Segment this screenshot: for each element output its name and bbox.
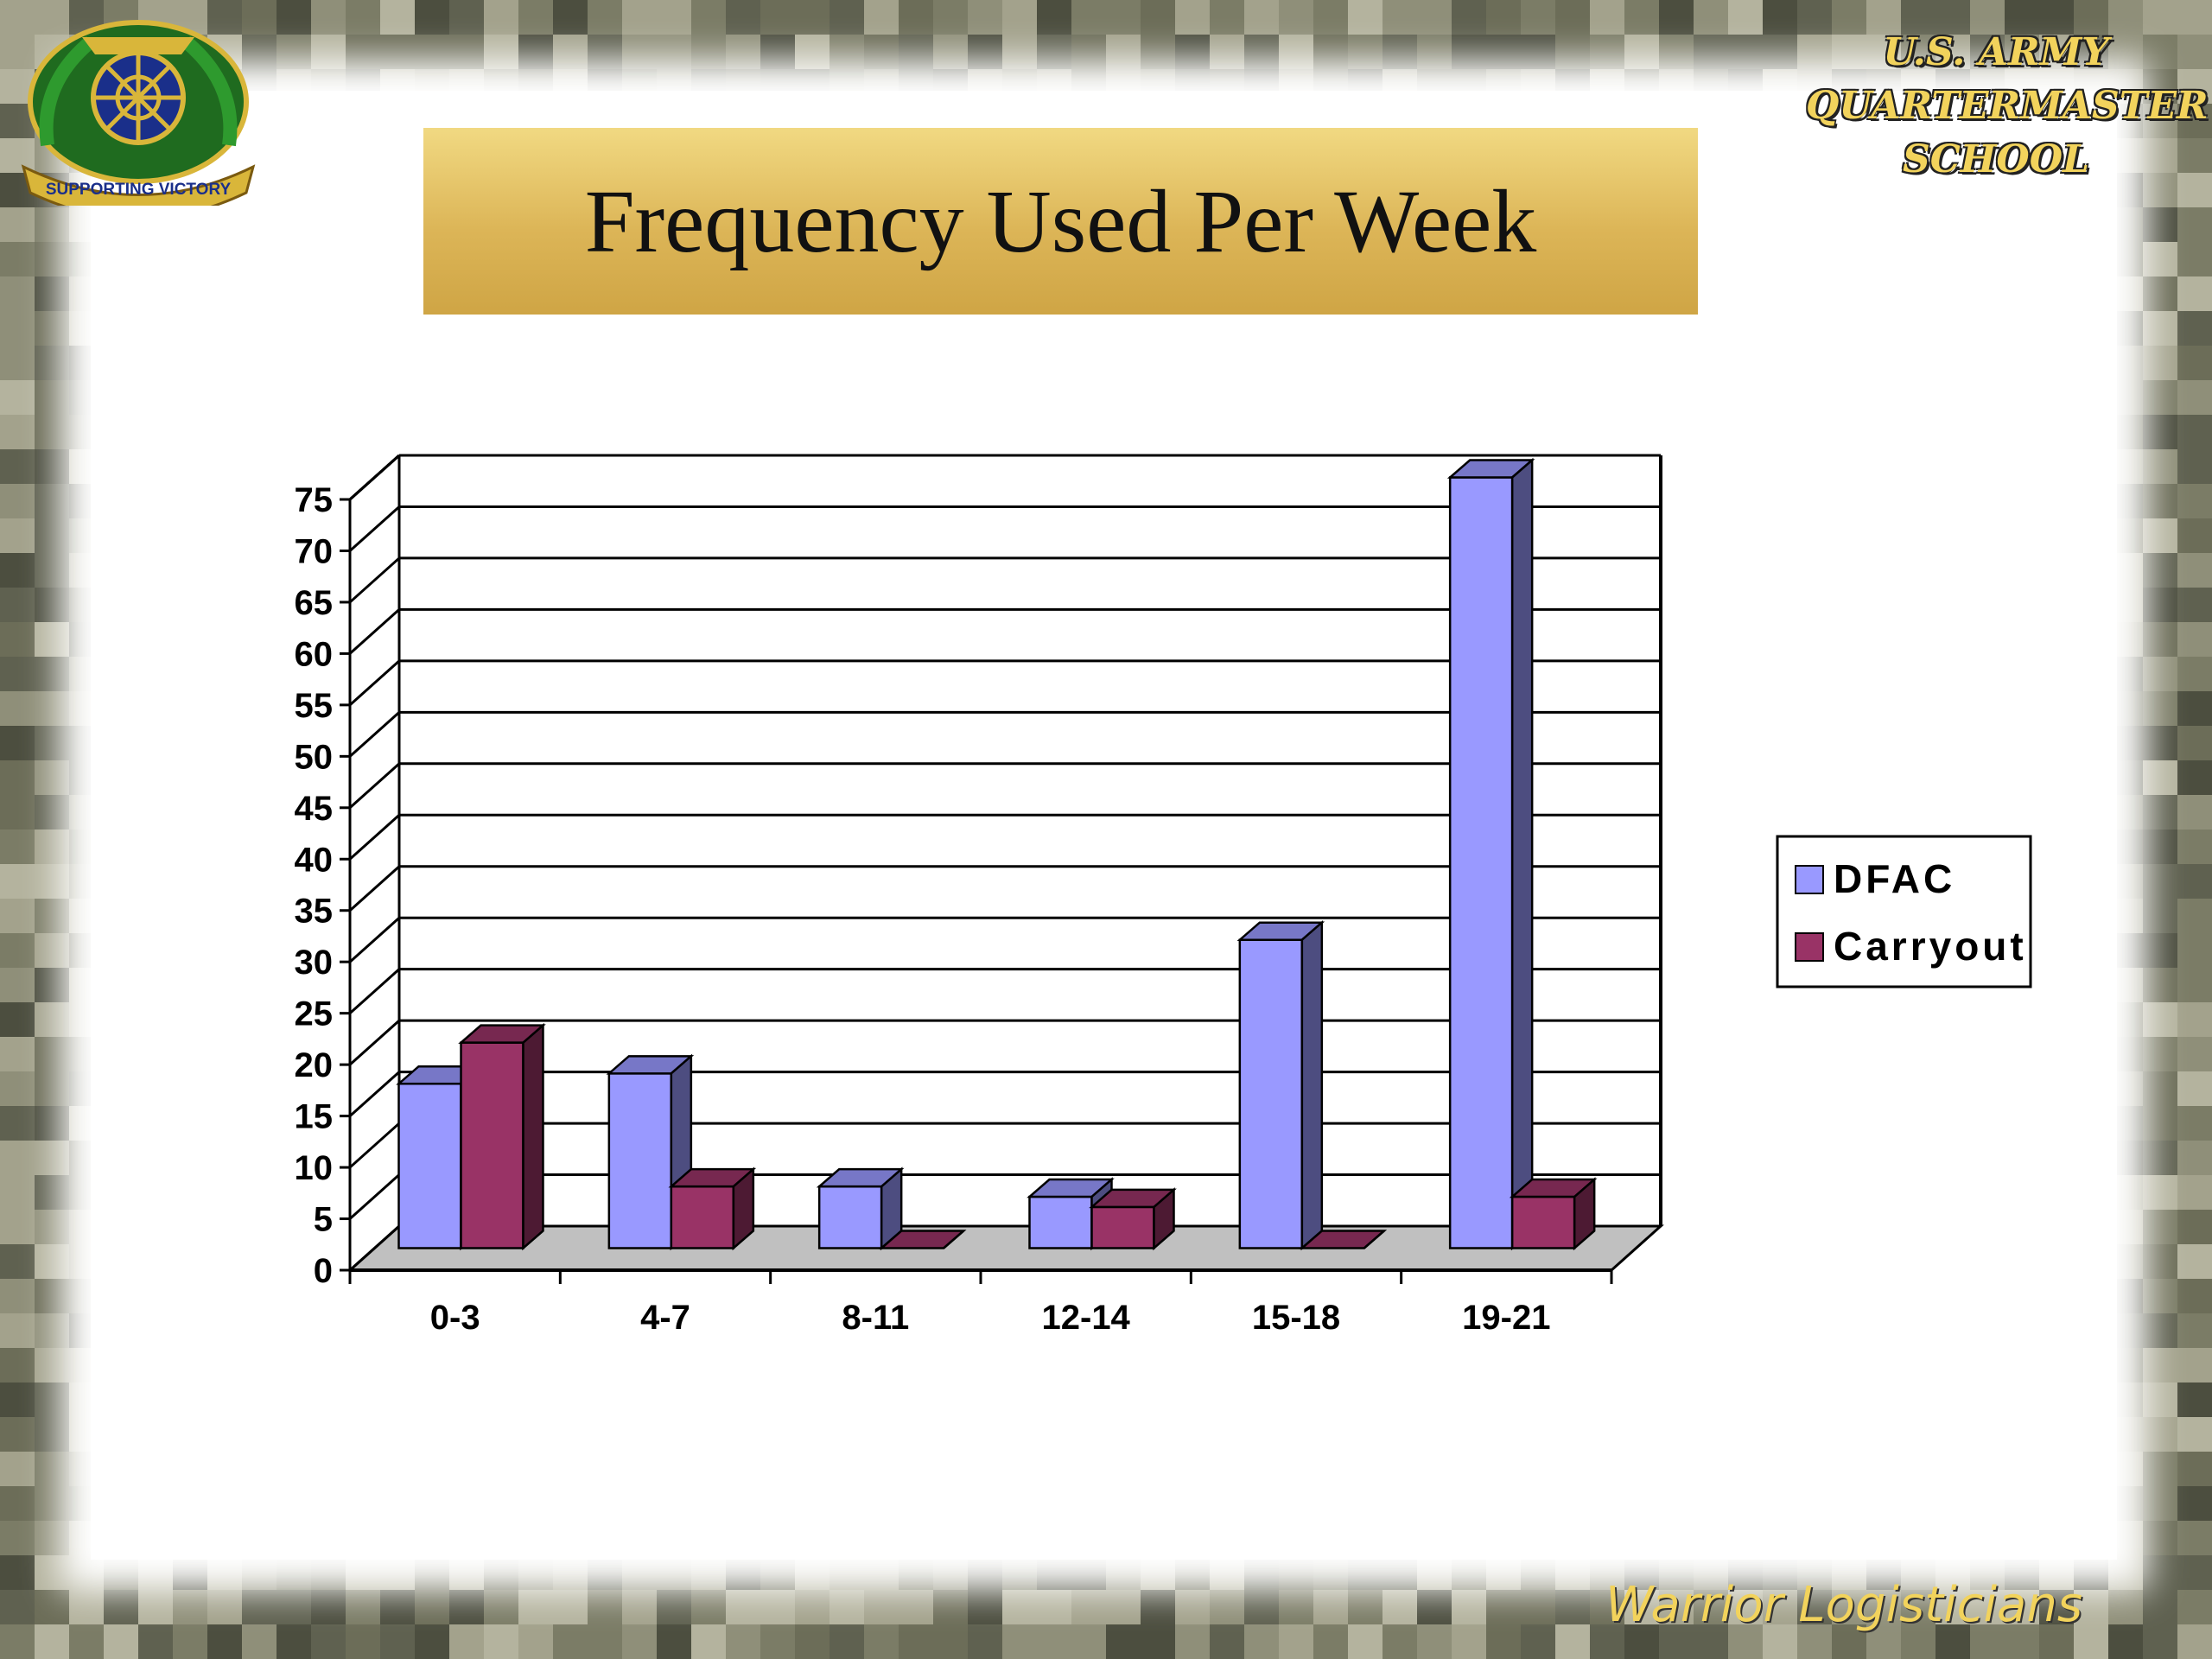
bar-front (1510, 1195, 1576, 1249)
bar-front (397, 1082, 462, 1249)
side-grid-line (348, 917, 401, 963)
bar-front (460, 1041, 524, 1249)
chart-legend: DFAC Carryout (1776, 835, 2032, 988)
footer-text: Warrior Logisticians (1605, 1577, 2082, 1633)
y-tick-label: 50 (295, 738, 334, 776)
bar-side (1573, 1177, 1596, 1251)
side-grid-line (348, 1071, 401, 1117)
bar-side (1153, 1187, 1175, 1251)
side-grid-line (348, 865, 401, 912)
y-tick-label: 70 (295, 532, 334, 570)
side-grid-line (348, 762, 401, 809)
bar-carryout (878, 1230, 967, 1249)
bar-dfac (816, 1166, 905, 1251)
y-tick-label: 15 (295, 1098, 334, 1136)
side-grid-line (348, 659, 401, 706)
bar-side (1510, 457, 1534, 1251)
bar-side (522, 1022, 544, 1251)
y-tick-label: 20 (295, 1046, 334, 1084)
legend-swatch-carryout (1795, 932, 1824, 962)
bar-side (1363, 1230, 1385, 1249)
school-line-1: U.S. ARMY (1883, 30, 2109, 74)
x-tick-label: 8-11 (842, 1299, 909, 1337)
y-tick-label: 25 (295, 995, 334, 1033)
school-name: U.S. ARMY QUARTERMASTER SCHOOL (1806, 26, 2209, 187)
side-grid-line (348, 1020, 401, 1066)
side-grid-line (348, 711, 401, 758)
side-grid-line (348, 608, 401, 655)
y-tick-label: 60 (295, 635, 334, 673)
school-line-3: SCHOOL (1903, 137, 2089, 181)
bar-dfac (606, 1053, 695, 1251)
quartermaster-emblem: SUPPORTING VICTORY (21, 20, 256, 206)
bar-side (1300, 919, 1324, 1251)
y-tick-label: 35 (295, 893, 334, 931)
x-tick-label: 12-14 (1042, 1299, 1131, 1337)
bar-front (1028, 1195, 1093, 1249)
bar-carryout (1089, 1187, 1177, 1251)
bar-front (607, 1072, 673, 1249)
side-grid-line (348, 968, 401, 1014)
bar-dfac (1446, 457, 1535, 1251)
bar-side (732, 1166, 755, 1251)
bar-carryout (1509, 1177, 1598, 1251)
bar-carryout (668, 1166, 757, 1251)
emblem-motto: SUPPORTING VICTORY (46, 181, 232, 199)
slide-title: Frequency Used Per Week (584, 171, 1537, 271)
y-tick-label: 0 (314, 1252, 333, 1290)
y-tick-label: 5 (314, 1201, 333, 1239)
bar-front (1238, 938, 1304, 1249)
x-tick-label: 0-3 (430, 1299, 480, 1337)
legend-label-dfac: DFAC (1834, 856, 1955, 901)
y-tick-label: 65 (295, 584, 334, 622)
bar-carryout (1299, 1230, 1388, 1249)
slide-panel (91, 91, 2117, 1560)
x-tick-label: 19-21 (1462, 1299, 1550, 1337)
bar-dfac (1236, 919, 1325, 1251)
bar-side (943, 1230, 964, 1249)
side-wall-edge (348, 454, 401, 501)
bar-front (1090, 1205, 1155, 1249)
title-banner: Frequency Used Per Week (423, 128, 1698, 315)
bar-front (1448, 476, 1514, 1249)
y-tick-label: 55 (295, 687, 334, 725)
bar-carryout (458, 1022, 546, 1251)
side-grid-line (348, 1122, 401, 1169)
school-line-2: QUARTERMASTER (1806, 84, 2209, 128)
x-tick-label: 15-18 (1252, 1299, 1340, 1337)
y-tick-label: 30 (295, 944, 334, 982)
bar-front (817, 1185, 883, 1249)
y-tick-label: 45 (295, 790, 334, 828)
bar-front (670, 1185, 735, 1249)
legend-label-carryout: Carryout (1834, 924, 2027, 969)
side-grid-line (348, 556, 401, 604)
x-tick-label: 4-7 (640, 1299, 690, 1337)
side-grid-line (348, 1224, 401, 1272)
y-tick-label: 10 (295, 1149, 334, 1187)
side-grid-line (348, 505, 401, 552)
legend-swatch-dfac (1795, 865, 1824, 894)
side-grid-line (348, 814, 401, 861)
y-tick-label: 40 (295, 841, 334, 879)
side-grid-line (348, 1173, 401, 1220)
y-tick-label: 75 (295, 481, 334, 519)
